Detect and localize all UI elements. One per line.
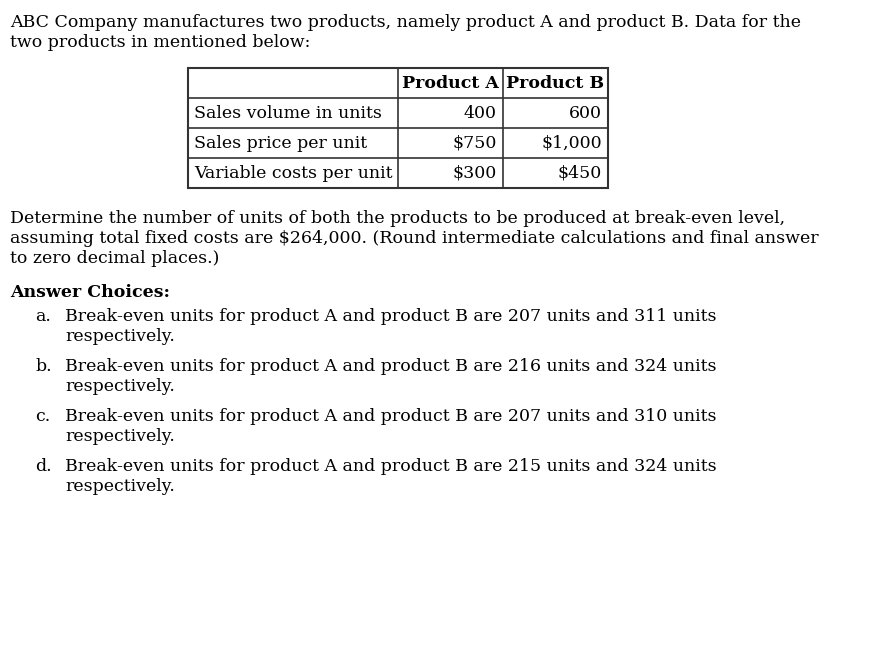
Text: Sales price per unit: Sales price per unit: [194, 135, 367, 152]
Text: to zero decimal places.): to zero decimal places.): [10, 250, 219, 267]
Text: Break-even units for product A and product B are 215 units and 324 units: Break-even units for product A and produ…: [65, 458, 717, 475]
Text: $450: $450: [558, 164, 602, 181]
Text: two products in mentioned below:: two products in mentioned below:: [10, 34, 310, 51]
Text: respectively.: respectively.: [65, 378, 175, 395]
Text: Sales volume in units: Sales volume in units: [194, 104, 381, 121]
Text: 600: 600: [569, 104, 602, 121]
Text: Answer Choices:: Answer Choices:: [10, 284, 170, 301]
Text: respectively.: respectively.: [65, 428, 175, 445]
Text: a.: a.: [35, 308, 51, 325]
Text: 400: 400: [464, 104, 497, 121]
Text: Break-even units for product A and product B are 207 units and 310 units: Break-even units for product A and produ…: [65, 408, 717, 425]
Text: b.: b.: [35, 358, 52, 375]
Text: assuming total fixed costs are $264,000. (Round intermediate calculations and fi: assuming total fixed costs are $264,000.…: [10, 230, 818, 247]
Bar: [188, 68, 608, 188]
Text: Product A: Product A: [402, 75, 499, 92]
Text: Determine the number of units of both the products to be produced at break-even : Determine the number of units of both th…: [10, 210, 785, 227]
Text: Variable costs per unit: Variable costs per unit: [194, 164, 393, 181]
Text: respectively.: respectively.: [65, 328, 175, 345]
Text: Break-even units for product A and product B are 207 units and 311 units: Break-even units for product A and produ…: [65, 308, 717, 325]
Text: $750: $750: [453, 135, 497, 152]
Text: Product B: Product B: [506, 75, 604, 92]
Text: d.: d.: [35, 458, 52, 475]
Text: $300: $300: [453, 164, 497, 181]
Text: respectively.: respectively.: [65, 478, 175, 495]
Text: c.: c.: [35, 408, 50, 425]
Text: Break-even units for product A and product B are 216 units and 324 units: Break-even units for product A and produ…: [65, 358, 717, 375]
Text: $1,000: $1,000: [541, 135, 602, 152]
Text: ABC Company manufactures two products, namely product A and product B. Data for : ABC Company manufactures two products, n…: [10, 14, 801, 31]
